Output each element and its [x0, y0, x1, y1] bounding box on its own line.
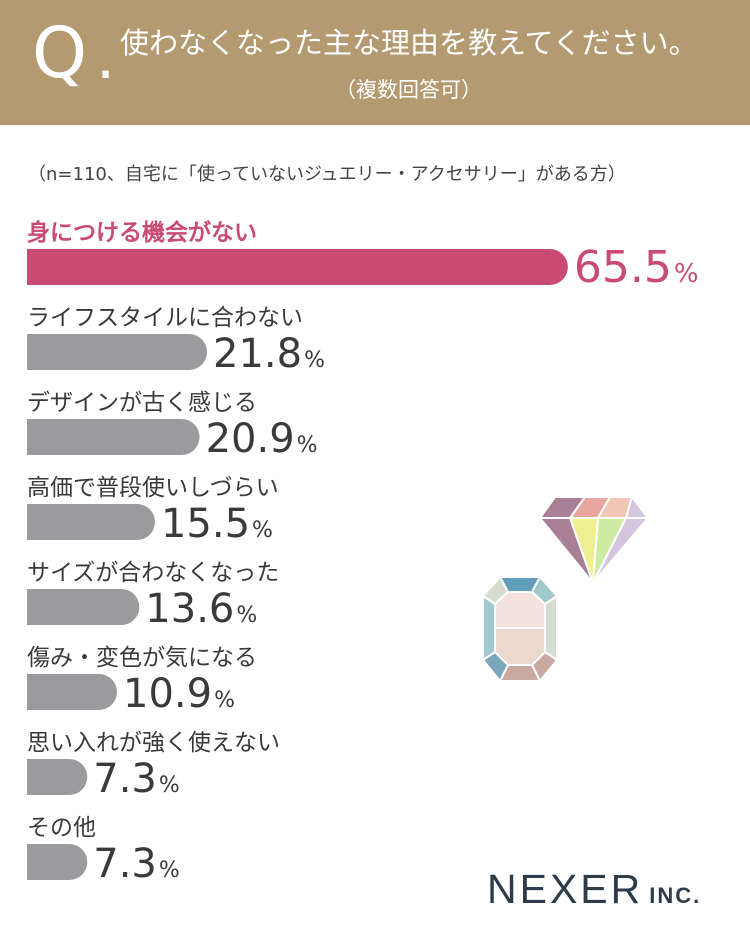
value-label: 10.9% [123, 671, 235, 717]
bar [27, 589, 140, 625]
value-label: 65.5% [574, 242, 699, 293]
gem-icon [481, 575, 559, 683]
q-dot: . [96, 23, 116, 93]
bar [27, 759, 88, 795]
q-letter: Q [32, 12, 88, 94]
category-label: 傷み・変色が気になる [27, 645, 257, 671]
diamond-icon [537, 494, 651, 584]
category-label: 高価で普段使いしづらい [27, 475, 279, 501]
question-note: （複数回答可） [335, 78, 482, 102]
value-label: 21.8% [213, 331, 325, 377]
value-label: 7.3% [93, 756, 180, 802]
value-label: 20.9% [206, 416, 318, 462]
category-label: 思い入れが強く使えない [27, 730, 280, 756]
category-label: サイズが合わなくなった [27, 560, 279, 586]
diamond-facet [592, 517, 651, 584]
category-label: デザインが古く感じる [27, 390, 257, 416]
nexer-logo: NEXER INC. [487, 866, 701, 913]
gem-table-light [494, 591, 546, 629]
logo-sub: INC. [649, 883, 702, 908]
gem-facet [482, 594, 496, 662]
gem-facet [544, 594, 558, 662]
bar [27, 844, 88, 880]
bar [27, 674, 118, 710]
value-label: 13.6% [145, 586, 257, 632]
question-text: 使わなくなった主な理由を教えてください。 [120, 26, 698, 60]
question-header: Q . 使わなくなった主な理由を教えてください。 （複数回答可） [0, 0, 750, 125]
bar [27, 419, 200, 455]
sample-note: （n=110、自宅に「使っていないジュエリー・アクセサリー」がある方） [28, 164, 626, 185]
logo-main: NEXER [487, 866, 644, 912]
bar [27, 249, 568, 285]
category-label: 身につける機会がない [27, 219, 257, 246]
category-label: その他 [27, 815, 96, 841]
bar [27, 504, 155, 540]
value-label: 15.5% [161, 501, 273, 547]
category-label: ライフスタイルに合わない [27, 305, 303, 331]
bar [27, 334, 208, 370]
value-label: 7.3% [93, 841, 180, 887]
